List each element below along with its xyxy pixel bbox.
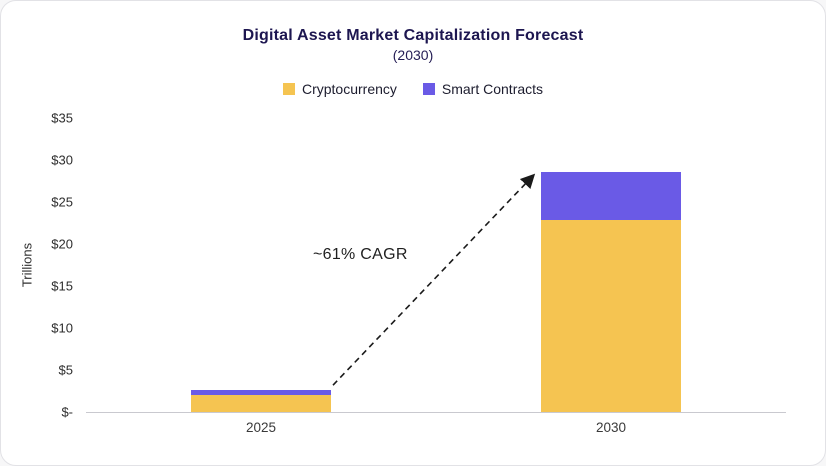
y-tick-label: $35 xyxy=(51,110,73,126)
chart-subtitle: (2030) xyxy=(392,47,434,63)
legend-label: Smart Contracts xyxy=(441,81,544,97)
y-axis-ticks: $- $5 $10 $15 $20 $25 $30 $35 xyxy=(1,111,73,420)
cagr-arrow-layer xyxy=(332,173,536,386)
cagr-arrow xyxy=(332,173,536,386)
x-axis-labels: 2025 2030 xyxy=(86,420,786,440)
y-tick-label: $20 xyxy=(51,236,73,252)
bar-segment-smart-contracts xyxy=(191,390,331,396)
chart-title: Digital Asset Market Capitalization Fore… xyxy=(242,27,584,44)
plot-area xyxy=(86,118,786,413)
legend-swatch xyxy=(422,83,435,95)
bar-segment-cryptocurrency xyxy=(541,220,681,412)
legend-swatch xyxy=(282,83,295,95)
y-tick-label: $30 xyxy=(51,152,73,168)
bar-segment-smart-contracts xyxy=(541,171,681,221)
y-tick-label: $25 xyxy=(51,194,73,210)
x-axis-label: 2030 xyxy=(595,420,627,435)
y-tick-label: $10 xyxy=(51,320,73,336)
legend-item-smart-contracts: Smart Contracts xyxy=(422,81,544,97)
x-axis-label: 2025 xyxy=(245,420,277,435)
bar-segment-cryptocurrency xyxy=(191,395,331,412)
y-tick-label: $- xyxy=(61,404,73,420)
y-tick-label: $5 xyxy=(58,362,73,378)
cagr-annotation: ~61% CAGR xyxy=(313,246,408,263)
y-tick-label: $15 xyxy=(51,278,73,294)
legend-label: Cryptocurrency xyxy=(301,81,397,97)
legend: Cryptocurrency Smart Contracts xyxy=(1,81,825,97)
legend-item-cryptocurrency: Cryptocurrency xyxy=(282,81,397,97)
